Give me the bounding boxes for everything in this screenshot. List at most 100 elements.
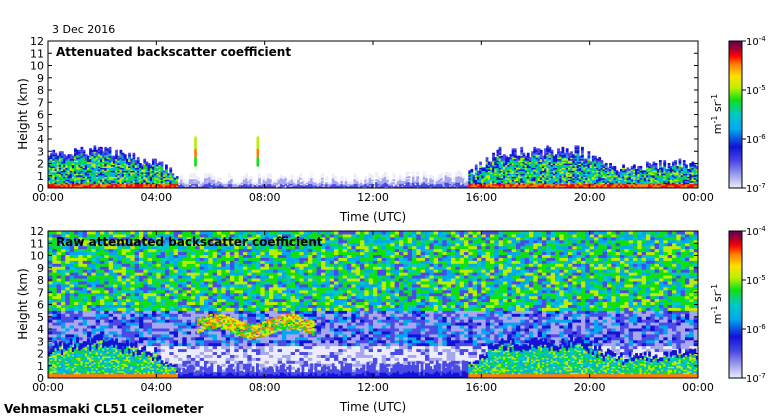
heatmap-cell xyxy=(240,185,244,188)
heatmap-cell xyxy=(505,155,508,158)
heatmap-cell xyxy=(366,180,370,183)
heatmap-cell xyxy=(368,182,372,185)
heatmap-cell xyxy=(219,185,222,188)
heatmap-cell xyxy=(84,179,88,182)
heatmap-cell xyxy=(80,164,84,167)
heatmap-cell xyxy=(583,168,586,171)
heatmap-cell xyxy=(552,186,556,188)
heatmap-cell xyxy=(327,182,331,185)
heatmap-cell xyxy=(194,142,197,145)
heatmap-cell xyxy=(52,307,58,311)
heatmap-cell xyxy=(383,173,387,176)
heatmap-cell xyxy=(162,185,166,188)
heatmap-cell xyxy=(511,171,515,174)
heatmap-cell xyxy=(587,185,591,188)
heatmap-cell xyxy=(91,260,97,264)
heatmap-cell xyxy=(472,186,476,188)
heatmap-cell xyxy=(682,168,686,171)
heatmap-cell xyxy=(74,275,79,279)
heatmap-cell xyxy=(396,179,400,182)
heatmap-cell xyxy=(539,158,543,161)
heatmap-cell xyxy=(194,151,197,154)
heatmap-cell xyxy=(574,186,578,188)
heatmap-cell xyxy=(69,157,73,160)
heatmap-cell xyxy=(511,186,515,188)
heatmap-cell xyxy=(394,183,398,186)
heatmap-cell xyxy=(617,180,621,183)
heatmap-cell xyxy=(520,154,524,157)
heatmap-cell xyxy=(212,176,216,179)
heatmap-cell xyxy=(563,176,567,179)
heatmap-cell xyxy=(82,245,88,250)
heatmap-cell xyxy=(585,186,589,188)
heatmap-cell xyxy=(87,170,90,173)
heatmap-cell xyxy=(481,170,485,173)
heatmap-cell xyxy=(91,180,95,183)
heatmap-cell xyxy=(474,167,478,170)
heatmap-cell xyxy=(412,174,415,177)
heatmap-cell xyxy=(106,173,110,176)
heatmap-cell xyxy=(524,186,528,188)
heatmap-cell xyxy=(498,163,502,166)
heatmap-cell xyxy=(78,257,84,261)
heatmap-cell xyxy=(182,180,186,183)
heatmap-cell xyxy=(665,186,669,188)
heatmap-cell xyxy=(210,179,214,182)
heatmap-cell xyxy=(687,186,690,188)
heatmap-cell xyxy=(513,176,517,179)
heatmap-cell xyxy=(652,168,656,171)
heatmap-cell xyxy=(531,183,534,186)
heatmap-cell xyxy=(69,170,73,173)
heatmap-cell xyxy=(409,182,413,185)
heatmap-cell xyxy=(312,183,316,186)
heatmap-cell xyxy=(505,170,508,173)
heatmap-cell xyxy=(531,167,534,170)
heatmap-cell xyxy=(516,176,519,179)
heatmap-cell xyxy=(48,292,53,297)
heatmap-cell xyxy=(106,163,110,166)
heatmap-cell xyxy=(87,278,92,282)
heatmap-cell xyxy=(557,185,560,188)
heatmap-cell xyxy=(622,185,625,188)
heatmap-cell xyxy=(669,174,673,177)
heatmap-cell xyxy=(349,185,352,188)
heatmap-cell xyxy=(455,177,459,180)
heatmap-cell xyxy=(500,168,504,171)
heatmap-cell xyxy=(165,177,168,180)
heatmap-cell xyxy=(56,173,60,176)
heatmap-cell xyxy=(377,176,381,179)
heatmap-cell xyxy=(167,180,170,183)
heatmap-cell xyxy=(184,186,188,188)
heatmap-cell xyxy=(695,183,698,186)
heatmap-cell xyxy=(585,161,589,164)
heatmap-cell xyxy=(95,174,99,177)
heatmap-cell xyxy=(204,177,207,180)
heatmap-cell xyxy=(158,186,162,188)
heatmap-cell xyxy=(563,180,567,183)
heatmap-cell xyxy=(91,164,95,167)
heatmap-cell xyxy=(95,157,99,160)
heatmap-cell xyxy=(377,179,381,182)
heatmap-cell xyxy=(201,182,205,185)
heatmap-cell xyxy=(74,168,77,171)
heatmap-cell xyxy=(194,163,197,166)
heatmap-cell xyxy=(505,171,508,174)
heatmap-cell xyxy=(672,179,675,182)
heatmap-cell xyxy=(470,176,474,179)
heatmap-cell xyxy=(587,164,591,167)
heatmap-cell xyxy=(208,177,212,180)
heatmap-cell xyxy=(609,177,612,180)
heatmap-cell xyxy=(132,182,136,185)
heatmap-cell xyxy=(522,185,526,188)
heatmap-cell xyxy=(74,233,79,238)
heatmap-cell xyxy=(479,164,482,167)
heatmap-cell xyxy=(639,179,643,182)
heatmap-cell xyxy=(559,151,563,154)
heatmap-cell xyxy=(48,183,51,186)
heatmap-cell xyxy=(251,182,255,185)
heatmap-cell xyxy=(550,167,554,170)
heatmap-cell xyxy=(648,179,651,182)
heatmap-cell xyxy=(652,185,656,188)
heatmap-cell xyxy=(56,180,60,183)
heatmap-cell xyxy=(622,174,625,177)
